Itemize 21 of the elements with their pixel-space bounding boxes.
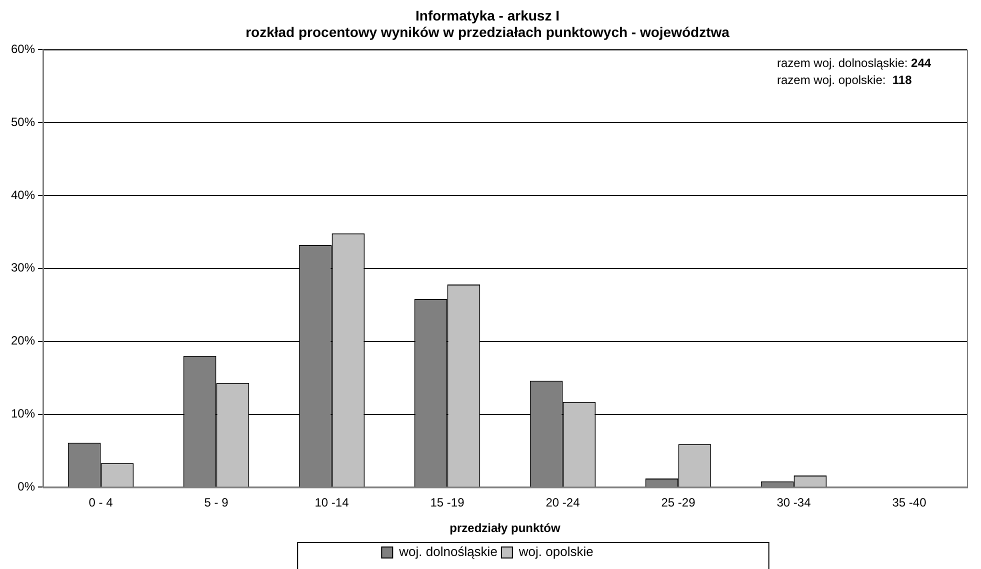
x-tick-label: 20 -24 xyxy=(546,496,580,510)
x-axis-title: przedziały punktów xyxy=(450,521,562,536)
y-tick-label: 0% xyxy=(18,480,36,494)
x-tick-label: 30 -34 xyxy=(776,496,812,510)
y-tick-label: 50% xyxy=(10,114,36,129)
x-tick-label: 25 -29 xyxy=(661,496,696,510)
x-tick-label: 10 -14 xyxy=(314,496,350,510)
y-tick-label: 10% xyxy=(10,406,36,421)
x-tick-label: 0 - 4 xyxy=(88,496,114,510)
legend-label: woj. dolnośląskie xyxy=(398,544,498,560)
x-tick-label: 35 -40 xyxy=(892,496,927,510)
y-tick-label: 60% xyxy=(10,42,36,56)
x-tick-label: 15 -19 xyxy=(430,496,465,510)
y-tick-label: 20% xyxy=(10,334,36,348)
annotation: razem woj. opolskie: 118 xyxy=(777,72,912,87)
x-tick-label: 5 - 9 xyxy=(204,496,229,510)
annotation: razem woj. dolnosląskie: 244 xyxy=(777,56,932,70)
chart-title: Informatyka - arkusz I rozkład procentowy wyników w przedziałach punktowych - województwa xyxy=(246,7,730,40)
y-tick-label: 40% xyxy=(10,188,36,202)
y-tick-label: 30% xyxy=(10,260,36,275)
legend-label: woj. opolskie xyxy=(518,544,594,560)
